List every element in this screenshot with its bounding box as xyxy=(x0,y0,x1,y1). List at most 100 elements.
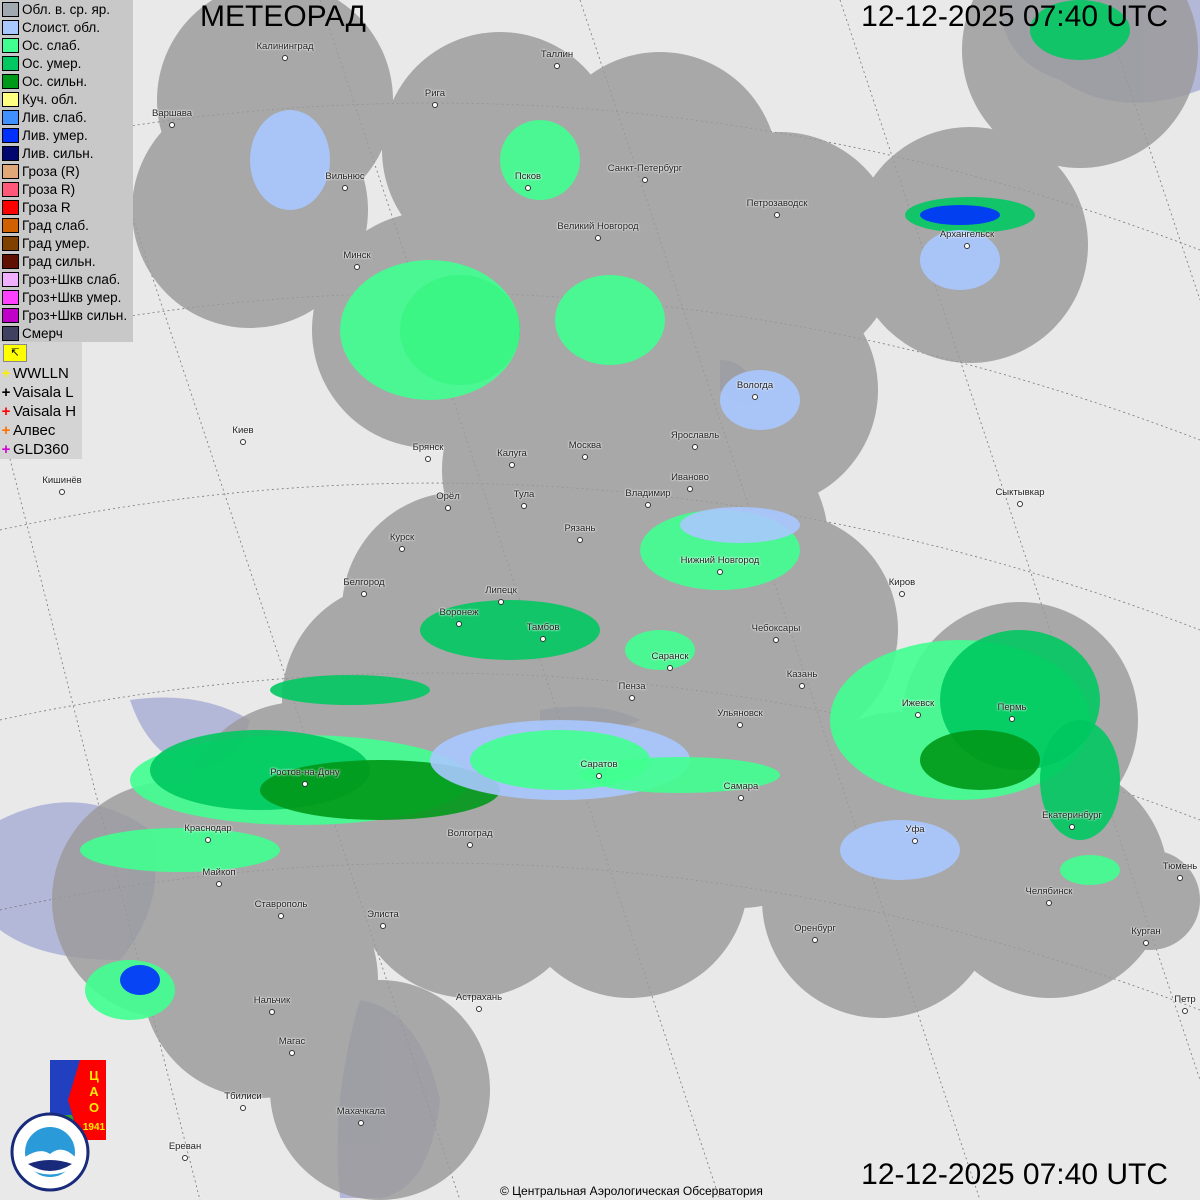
city-marker xyxy=(205,837,211,843)
city-label: Вильнюс xyxy=(325,171,365,182)
legend-item: Гроз+Шкв сильн. xyxy=(0,306,133,324)
lightning-toggle-icon[interactable]: ↸ xyxy=(3,344,27,362)
precip-echo xyxy=(555,275,665,365)
timestamp-top: 12-12-2025 07:40 UTC xyxy=(861,0,1168,33)
city-label: Саратов xyxy=(580,759,618,770)
city-label: Тбилиси xyxy=(224,1091,262,1102)
city-label: Орёл xyxy=(436,491,460,502)
lightning-source[interactable]: + Vaisala H xyxy=(0,402,82,421)
precip-echo xyxy=(580,757,780,793)
legend-swatch xyxy=(2,91,19,107)
city-marker xyxy=(596,773,602,779)
legend-label: Гроза (R) xyxy=(22,163,80,179)
city-marker xyxy=(380,923,386,929)
city-label: Ставрополь xyxy=(254,899,308,910)
city-label: Тамбов xyxy=(526,622,560,633)
city-label: Курск xyxy=(389,532,415,543)
city-label: Калининград xyxy=(256,41,314,52)
city-label: Махачкала xyxy=(336,1106,386,1117)
city-marker xyxy=(432,102,438,108)
precip-echo xyxy=(270,675,430,705)
city-marker xyxy=(1182,1008,1188,1014)
legend-swatch xyxy=(2,253,19,269)
legend-label: Ос. сильн. xyxy=(22,73,88,89)
legend-item: Гроз+Шкв слаб. xyxy=(0,270,133,288)
legend-label: Град сильн. xyxy=(22,253,96,269)
city-label: Саранск xyxy=(651,651,689,662)
city-label: Элиста xyxy=(367,909,399,920)
precip-echo xyxy=(80,828,280,872)
city-marker xyxy=(774,212,780,218)
city-marker xyxy=(912,838,918,844)
city-label: Сыктывкар xyxy=(995,487,1045,498)
city-label: Майкоп xyxy=(202,867,236,878)
city-marker xyxy=(302,781,308,787)
legend-item: Гроза R) xyxy=(0,180,133,198)
lightning-source[interactable]: + GLD360 xyxy=(0,440,82,459)
city-label: Казань xyxy=(786,669,818,680)
city-label: Астрахань xyxy=(455,992,503,1003)
lightning-label: WWLLN xyxy=(13,365,69,382)
lightning-source[interactable]: + Vaisala L xyxy=(0,383,82,402)
precip-echo xyxy=(920,730,1040,790)
precip-echo xyxy=(625,630,695,670)
city-marker xyxy=(282,55,288,61)
city-label: Пермь xyxy=(997,702,1027,713)
precip-echo xyxy=(420,600,600,660)
city-label: Рига xyxy=(424,88,446,99)
legend-swatch xyxy=(2,325,19,341)
city-marker xyxy=(240,439,246,445)
city-marker xyxy=(737,722,743,728)
precip-echo xyxy=(840,820,960,880)
city-marker xyxy=(358,1120,364,1126)
city-marker xyxy=(216,881,222,887)
city-marker xyxy=(717,569,723,575)
legend-label: Гроза R) xyxy=(22,181,76,197)
city-marker xyxy=(752,394,758,400)
city-marker xyxy=(240,1105,246,1111)
lightning-source[interactable]: + Алвес xyxy=(0,421,82,440)
city-marker xyxy=(964,243,970,249)
legend-swatch xyxy=(2,145,19,161)
svg-text:1941: 1941 xyxy=(83,1122,106,1133)
city-label: Ижевск xyxy=(901,698,935,709)
city-marker xyxy=(361,591,367,597)
lightning-cross-icon: + xyxy=(1,403,11,420)
lightning-source[interactable]: + WWLLN xyxy=(0,364,82,383)
legend-label: Лив. слаб. xyxy=(22,109,87,125)
legend-label: Лив. сильн. xyxy=(22,145,94,161)
city-label: Калуга xyxy=(497,448,527,459)
legend-swatch xyxy=(2,1,19,17)
precip-echo xyxy=(1040,720,1120,840)
precip-echo xyxy=(340,260,520,400)
city-marker xyxy=(525,185,531,191)
city-marker xyxy=(1143,940,1149,946)
svg-text:О: О xyxy=(89,1100,99,1115)
legend-label: Град слаб. xyxy=(22,217,89,233)
city-label: Волгоград xyxy=(447,828,493,839)
city-marker xyxy=(645,502,651,508)
city-marker xyxy=(521,503,527,509)
city-label: Таллин xyxy=(540,49,574,60)
city-label: Минск xyxy=(343,250,371,261)
legend-item: Ос. умер. xyxy=(0,54,133,72)
city-label: Тула xyxy=(513,489,535,500)
city-label: Варшава xyxy=(151,108,193,119)
city-marker xyxy=(467,842,473,848)
page-title: МЕТЕОРАД xyxy=(200,0,366,33)
city-marker xyxy=(425,456,431,462)
city-marker xyxy=(1177,875,1183,881)
city-marker xyxy=(1046,900,1052,906)
legend-item: Гроза R xyxy=(0,198,133,216)
precip-echo xyxy=(680,507,800,543)
precip-echo xyxy=(1030,0,1130,60)
city-label: Оренбург xyxy=(794,923,836,934)
city-label: Нижний Новгород xyxy=(680,555,760,566)
lightning-legend: ↸ + WWLLN + Vaisala L + Vaisala H + Алвес + GLD36… xyxy=(0,342,82,459)
city-label: Краснодар xyxy=(184,823,232,834)
legend-swatch xyxy=(2,73,19,89)
city-label: Великий Новгород xyxy=(557,221,639,232)
city-label: Брянск xyxy=(412,442,444,453)
lightning-label: GLD360 xyxy=(13,441,69,458)
